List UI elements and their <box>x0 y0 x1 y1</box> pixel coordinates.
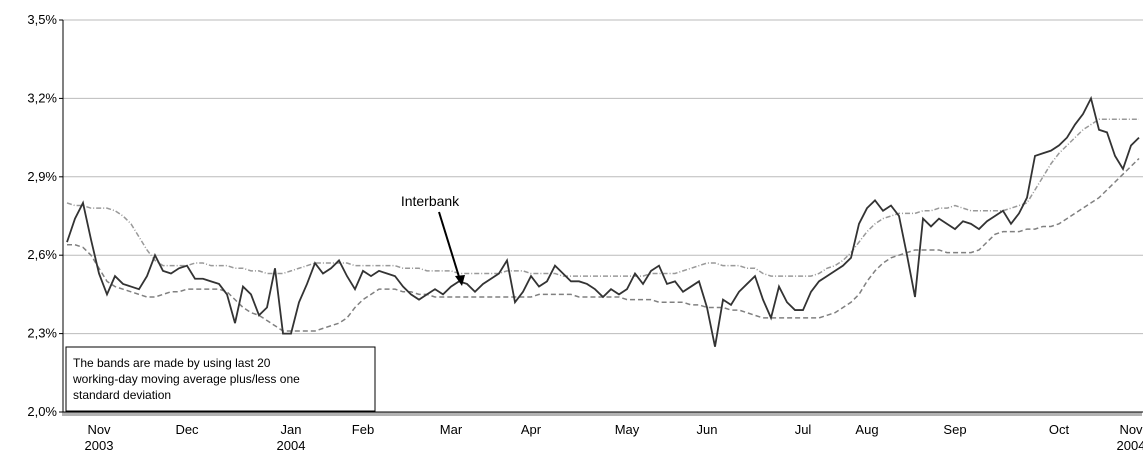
y-tick-label: 3,5% <box>27 12 57 27</box>
y-tick-label: 2,6% <box>27 247 57 262</box>
x-tick-label: Oct <box>1049 422 1070 437</box>
x-tick-label: Nov 2004 <box>1117 422 1143 453</box>
x-tick-label: Apr <box>521 422 542 437</box>
x-tick-label: Jul <box>795 422 812 437</box>
y-tick-label: 2,3% <box>27 326 57 341</box>
note-text: The bands are made by using last 20 <box>73 356 271 370</box>
x-tick-label: Jun <box>697 422 718 437</box>
x-tick-label: May <box>615 422 640 437</box>
annotation-arrowhead <box>455 275 465 286</box>
band-line <box>66 118 1139 277</box>
x-tick-label: Dec <box>175 422 199 437</box>
annotation: Interbank <box>401 193 460 209</box>
note-text: standard deviation <box>73 388 171 402</box>
x-tick-label: Mar <box>440 422 463 437</box>
x-tick-label: Jan 2004 <box>277 422 306 453</box>
y-tick-label: 2,0% <box>27 404 57 419</box>
annotation-arrow <box>438 211 461 281</box>
y-tick-label: 2,9% <box>27 169 57 184</box>
band-line <box>67 157 1140 332</box>
x-tick-label: Aug <box>855 422 878 437</box>
plot: 2,0% 2,3% 2,6% 2,9% 3,2% 3,5% Nov 2003 Dec Jan 200… <box>27 12 1143 453</box>
x-tick-label: Nov 2003 <box>85 422 114 453</box>
x-tick-label: Sep <box>943 422 966 437</box>
y-tick-label: 3,2% <box>27 90 57 105</box>
note-text: working-day moving average plus/less one <box>72 372 300 386</box>
x-tick-label: Feb <box>352 422 374 437</box>
note-box <box>65 346 376 412</box>
interbank-line <box>66 95 1140 347</box>
